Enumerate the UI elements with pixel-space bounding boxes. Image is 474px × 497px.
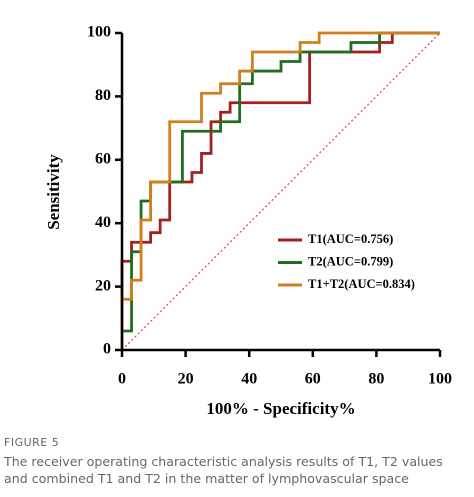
chart: 100% - Specificity% Sensitivity 0 20 40 60 8… [44, 24, 452, 418]
y-tick-label: 20 [95, 277, 111, 294]
x-axis-label: 100% - Specificity% [206, 399, 355, 418]
y-tick-label: 100 [87, 24, 111, 41]
y-tick-label: 40 [95, 214, 111, 231]
legend-label: T1(AUC=0.756) [308, 232, 393, 246]
x-tick-label: 20 [178, 371, 194, 388]
caption: FIGURE 5 The receiver operating characte… [4, 436, 470, 497]
caption-label: FIGURE 5 [4, 436, 60, 449]
y-tick-label: 80 [95, 87, 111, 104]
y-tick-label: 60 [95, 150, 111, 167]
x-tick-label: 0 [118, 371, 126, 388]
reference-line [121, 32, 441, 351]
legend-label: T1+T2(AUC=0.834) [308, 277, 415, 291]
y-tick-label: 0 [103, 341, 111, 358]
caption-text: The receiver operating characteristic an… [4, 454, 443, 486]
x-tick-label: 40 [241, 371, 257, 388]
x-tick-label: 60 [305, 371, 321, 388]
roc-curve [120, 31, 440, 350]
x-tick-label: 80 [368, 371, 384, 388]
y-axis-label: Sensitivity [44, 154, 63, 230]
x-tick-label: 100 [428, 371, 452, 388]
roc-curve [120, 31, 440, 350]
legend-label: T2(AUC=0.799) [308, 254, 393, 268]
